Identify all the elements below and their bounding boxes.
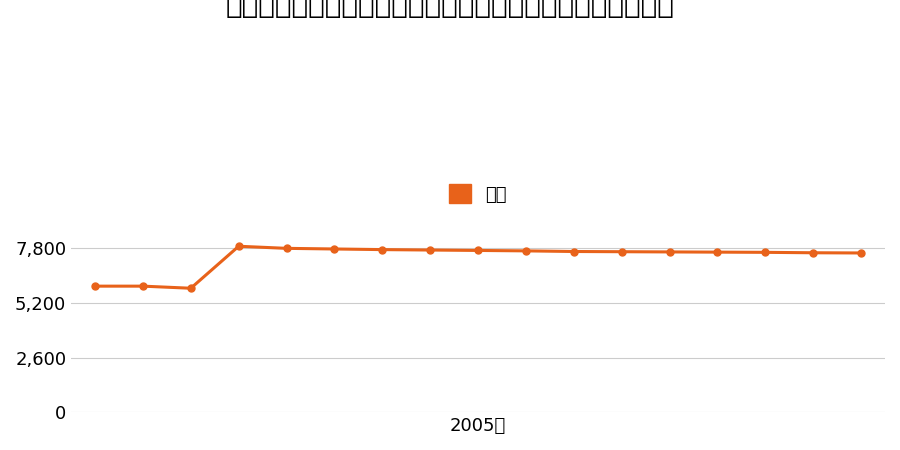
Legend: 価格: 価格 [442, 177, 514, 211]
Text: 群馬県吾妻郡六合村大字赤岩字鍛冶谷戸３０１番の地価推移: 群馬県吾妻郡六合村大字赤岩字鍛冶谷戸３０１番の地価推移 [226, 0, 674, 19]
